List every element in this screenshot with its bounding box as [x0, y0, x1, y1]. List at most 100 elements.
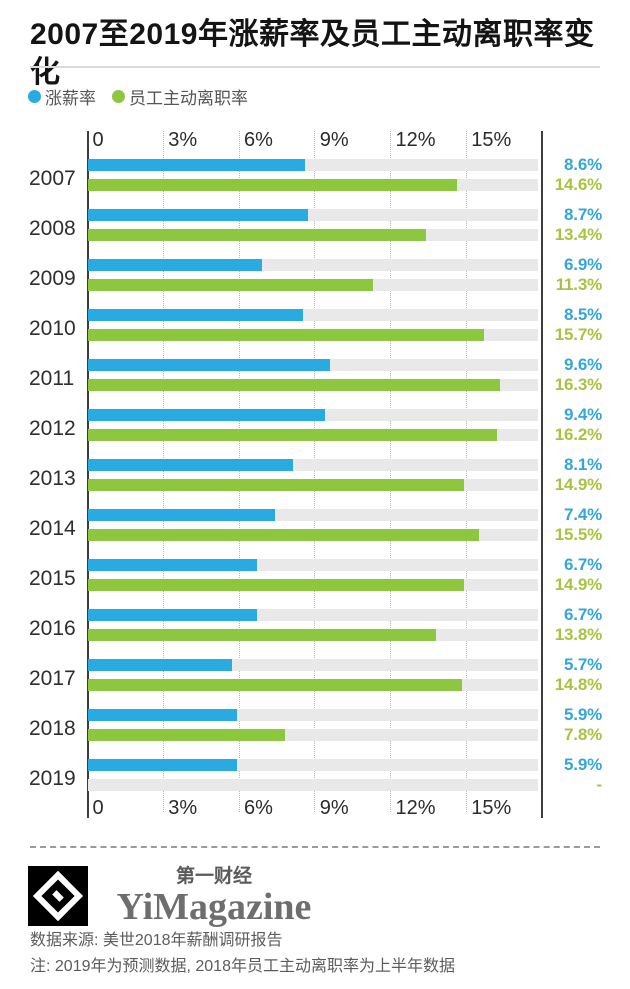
- year-label: 2015: [29, 567, 76, 590]
- legend: 涨薪率 员工主动离职率: [28, 84, 248, 109]
- legend-dot-turnover-icon: [112, 90, 125, 103]
- bar-salary: [88, 209, 308, 221]
- tick-label-top: 12%: [395, 129, 436, 151]
- year-label: 2013: [29, 467, 76, 490]
- value-label-salary: 9.4%: [564, 405, 602, 424]
- value-label-salary: 5.9%: [564, 755, 602, 774]
- tick-label-bottom: 15%: [471, 797, 512, 819]
- value-label-turnover: 7.8%: [564, 725, 602, 744]
- tick-label-top: 0: [92, 129, 104, 151]
- bar-track: [88, 779, 538, 791]
- value-label-salary: 8.5%: [564, 305, 602, 324]
- bar-turnover: [88, 679, 462, 691]
- year-label: 2017: [29, 667, 76, 690]
- bar-turnover: [88, 579, 465, 591]
- value-label-turnover: 16.2%: [554, 425, 602, 444]
- logo-english-name: YiMagazine: [116, 886, 312, 928]
- bar-salary: [88, 659, 232, 671]
- legend-label-salary: 涨薪率: [45, 89, 96, 108]
- note-text: 注: 2019年为预测数据, 2018年员工主动离职率为上半年数据: [30, 958, 455, 975]
- value-label-salary: 6.7%: [564, 605, 602, 624]
- bar-turnover: [88, 629, 437, 641]
- value-label-turnover: 15.7%: [554, 325, 602, 344]
- bar-salary: [88, 309, 303, 321]
- footer-divider: [30, 846, 600, 848]
- title-divider: [30, 66, 600, 68]
- year-label: 2016: [29, 617, 76, 640]
- bar-salary: [88, 359, 331, 371]
- value-label-turnover: 15.5%: [554, 525, 602, 544]
- publisher-logo: 第一财经 YiMagazine: [98, 866, 330, 927]
- page-title: 2007至2019年涨薪率及员工主动离职率变化: [30, 18, 595, 89]
- bar-turnover: [88, 279, 374, 291]
- value-label-salary: 6.9%: [564, 255, 602, 274]
- year-label: 2019: [29, 767, 76, 790]
- value-label-turnover: 14.6%: [554, 175, 602, 194]
- bar-salary: [88, 159, 306, 171]
- bar-turnover: [88, 529, 480, 541]
- bar-salary: [88, 609, 258, 621]
- bar-salary: [88, 559, 258, 571]
- bar-turnover: [88, 479, 465, 491]
- legend-item-salary: 涨薪率: [28, 84, 96, 109]
- tick-label-bottom: 3%: [168, 797, 198, 819]
- bar-chart: 0 0 3% 3% 6% 6% 9% 9% 12% 12% 15% 15% 2007 8.6% 14.6% 2…: [29, 129, 603, 819]
- year-label: 2009: [29, 267, 76, 290]
- tick-label-top: 3%: [168, 129, 198, 151]
- legend-dot-salary-icon: [28, 90, 41, 103]
- value-label-salary: 8.6%: [564, 155, 602, 174]
- bar-turnover: [88, 429, 498, 441]
- value-label-turnover: -: [596, 775, 603, 794]
- tick-label-bottom: 0: [92, 797, 104, 819]
- value-label-turnover: 14.8%: [554, 675, 602, 694]
- value-label-turnover: 13.4%: [554, 225, 602, 244]
- yicai-logo-icon: [28, 866, 88, 926]
- legend-item-turnover: 员工主动离职率: [112, 84, 248, 109]
- bar-turnover: [88, 729, 285, 741]
- value-label-turnover: 14.9%: [554, 575, 602, 594]
- gridline: [314, 131, 316, 812]
- bar-turnover: [88, 229, 427, 241]
- value-label-salary: 8.7%: [564, 205, 602, 224]
- tick-label-top: 15%: [471, 129, 512, 151]
- axis-line-left: [86, 131, 89, 818]
- value-label-salary: 9.6%: [564, 355, 602, 374]
- axis-line-right: [541, 131, 543, 818]
- bar-salary: [88, 509, 275, 521]
- bar-salary: [88, 259, 263, 271]
- bar-turnover: [88, 329, 485, 341]
- gridline: [162, 131, 164, 812]
- legend-label-turnover: 员工主动离职率: [129, 89, 248, 108]
- tick-label-top: 6%: [244, 129, 273, 151]
- gridline: [390, 131, 391, 812]
- year-label: 2007: [29, 167, 76, 190]
- bar-salary: [88, 759, 237, 771]
- value-label-turnover: 13.8%: [554, 625, 602, 644]
- year-label: 2011: [29, 367, 75, 390]
- value-label-turnover: 11.3%: [555, 275, 602, 294]
- tick-label-bottom: 9%: [319, 797, 349, 819]
- value-label-salary: 6.7%: [564, 555, 602, 574]
- year-label: 2018: [29, 717, 76, 740]
- value-label-salary: 5.9%: [564, 705, 602, 724]
- value-label-salary: 5.7%: [564, 655, 602, 674]
- tick-label-top: 9%: [319, 129, 349, 151]
- bar-turnover: [88, 379, 500, 391]
- year-label: 2012: [29, 417, 76, 440]
- logo-chinese-name: 第一财经: [175, 866, 252, 887]
- tick-label-bottom: 12%: [395, 797, 436, 819]
- bar-salary: [88, 709, 237, 721]
- value-label-turnover: 14.9%: [554, 475, 602, 494]
- tick-label-bottom: 6%: [244, 797, 273, 819]
- value-label-salary: 8.1%: [564, 455, 602, 474]
- source-text: 数据来源: 美世2018年薪酬调研报告: [30, 932, 283, 949]
- value-label-salary: 7.4%: [564, 505, 602, 524]
- bar-salary: [88, 459, 293, 471]
- bar-salary: [88, 409, 326, 421]
- value-label-turnover: 16.3%: [554, 375, 602, 394]
- year-label: 2014: [29, 517, 76, 540]
- gridline: [465, 131, 467, 812]
- year-label: 2010: [29, 317, 76, 340]
- year-label: 2008: [29, 217, 76, 240]
- gridline: [238, 131, 240, 812]
